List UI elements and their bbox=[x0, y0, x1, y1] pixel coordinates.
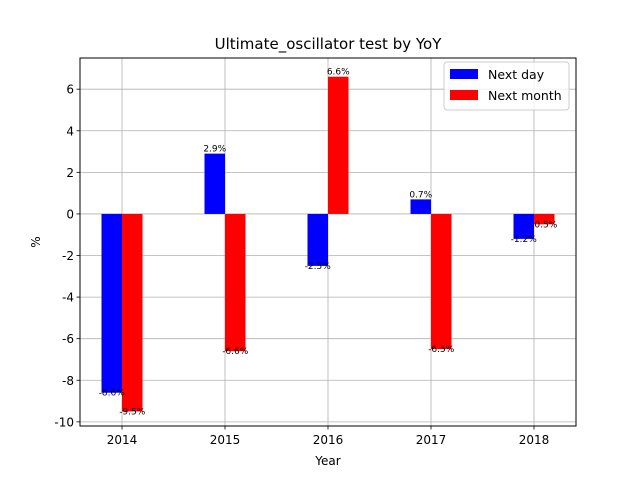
data-label-next-day: -2.5% bbox=[305, 262, 332, 272]
y-tick-label: -2 bbox=[62, 249, 74, 263]
bar-next-month bbox=[225, 213, 246, 352]
bar-next-month bbox=[431, 213, 452, 350]
legend-label-next-month: Next month bbox=[488, 88, 562, 103]
y-tick-label: -10 bbox=[54, 415, 74, 429]
x-tick-label: 2018 bbox=[519, 433, 550, 447]
x-axis-label: Year bbox=[314, 454, 340, 468]
x-tick-label: 2016 bbox=[313, 433, 344, 447]
y-tick-label: 6 bbox=[66, 83, 74, 97]
y-tick-label: 2 bbox=[66, 166, 74, 180]
data-label-next-month: 6.6% bbox=[327, 68, 350, 78]
data-label-next-month: -9.5% bbox=[119, 407, 146, 417]
axis-ticks: -10 -8 -6 -4 -2 0 2 4 6 2014 2015 2016 2017 2018 bbox=[54, 83, 549, 447]
data-label-next-month: -0.5% bbox=[531, 220, 558, 230]
legend-swatch-next-day bbox=[450, 69, 478, 79]
data-label-next-day: -8.6% bbox=[99, 389, 126, 399]
y-tick-label: 4 bbox=[66, 124, 74, 138]
legend-swatch-next-month bbox=[450, 90, 478, 100]
x-tick-label: 2017 bbox=[416, 433, 447, 447]
y-tick-label: 0 bbox=[66, 207, 74, 221]
y-tick-label: -8 bbox=[62, 374, 74, 388]
bar-next-month bbox=[328, 76, 349, 214]
data-labels: -8.6% 2.9% -2.5% 0.7% -1.2% -9.5% -6.6% 6.6% -6.… bbox=[99, 68, 558, 418]
data-label-next-month: -6.5% bbox=[428, 345, 455, 355]
bar-next-day bbox=[101, 213, 122, 393]
bar-next-day bbox=[307, 213, 328, 266]
bars bbox=[101, 76, 555, 412]
y-tick-label: -6 bbox=[62, 332, 74, 346]
bar-next-month bbox=[534, 213, 555, 225]
legend: Next day Next month bbox=[443, 61, 570, 111]
legend-label-next-day: Next day bbox=[488, 67, 545, 82]
data-label-next-day: 2.9% bbox=[203, 145, 226, 155]
data-label-next-day: 0.7% bbox=[409, 190, 432, 200]
y-tick-label: -4 bbox=[62, 291, 74, 305]
x-tick-label: 2015 bbox=[210, 433, 241, 447]
data-label-next-day: -1.2% bbox=[511, 235, 538, 245]
y-axis-label: % bbox=[29, 236, 43, 247]
x-tick-label: 2014 bbox=[107, 433, 138, 447]
bar-next-day bbox=[513, 213, 534, 239]
bar-next-day bbox=[204, 153, 225, 214]
bar-next-month bbox=[122, 213, 143, 412]
data-label-next-month: -6.6% bbox=[222, 347, 249, 357]
chart-title: Ultimate_oscillator test by YoY bbox=[215, 35, 443, 54]
bar-next-day bbox=[410, 199, 431, 214]
